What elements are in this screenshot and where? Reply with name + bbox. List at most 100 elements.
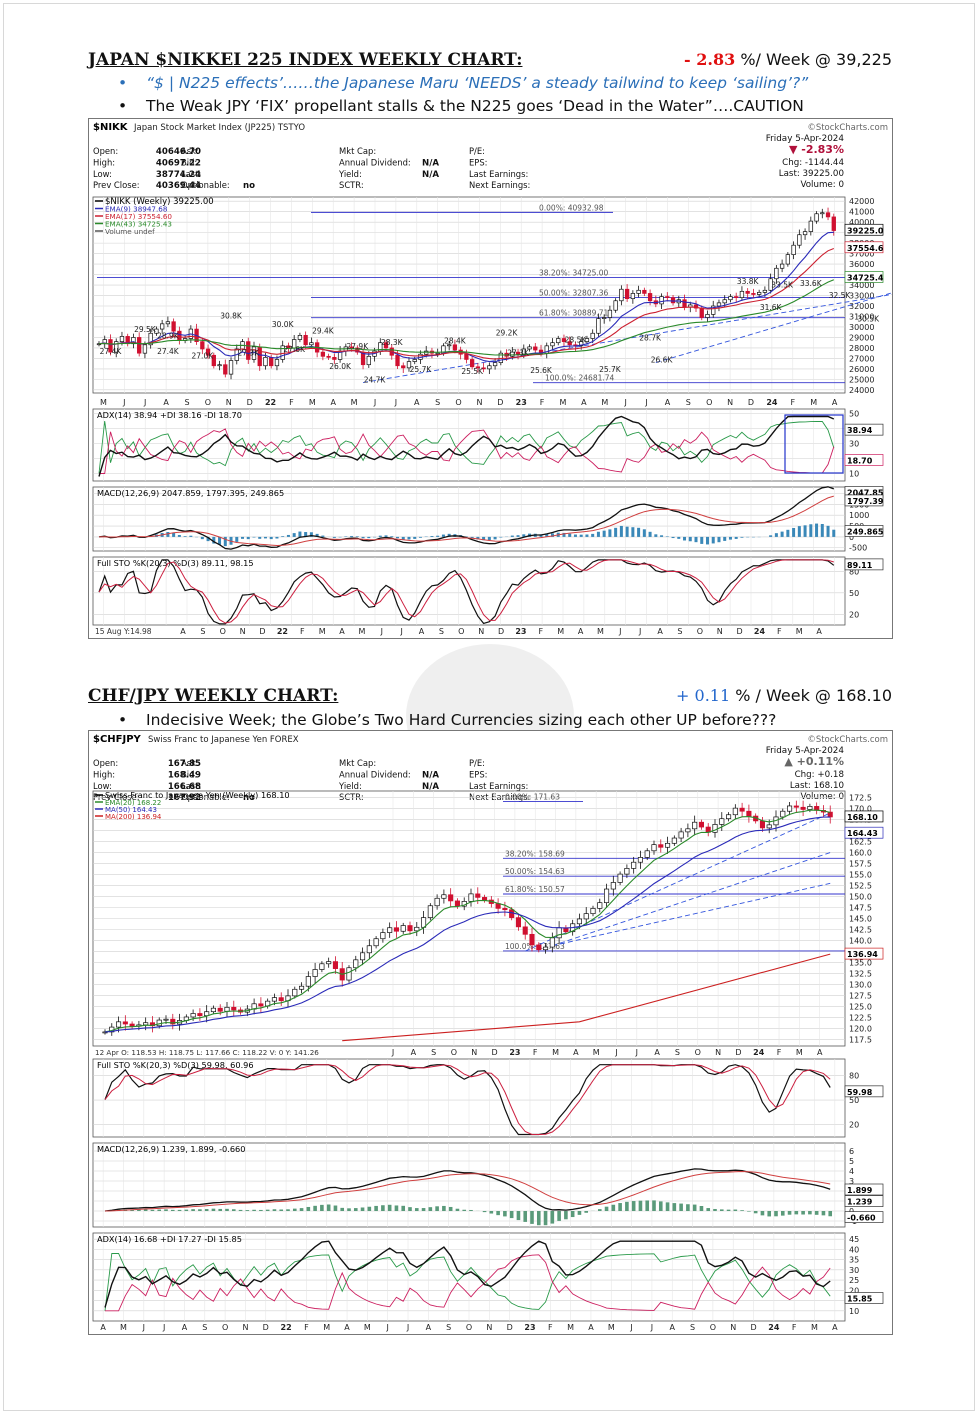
bottom-x-label: A <box>180 627 186 636</box>
price-annotation: 31.6K <box>760 303 783 312</box>
price-tag: 168.10 <box>847 813 878 822</box>
adx-legend: ADX(14) 16.68 +DI 17.27 -DI 15.85 <box>97 1234 242 1244</box>
bottom-x-label: 22 <box>281 1323 292 1332</box>
sto-frame <box>92 556 846 626</box>
sto-tick-label: 80 <box>849 567 859 576</box>
macd-histogram-bar <box>545 533 549 537</box>
candle-body <box>716 302 722 307</box>
price-tick-label: 157.5 <box>849 860 872 869</box>
candle-body <box>223 364 228 375</box>
bottom-x-label: M <box>120 1323 127 1332</box>
candle-body <box>475 366 481 369</box>
macd-histogram-bar <box>591 533 595 537</box>
macd-tick-label: 5 <box>849 1157 854 1166</box>
price-tick-label: 37000 <box>849 250 874 259</box>
candle-body <box>515 351 521 355</box>
candle-body <box>163 1018 169 1021</box>
adx-legend: ADX(14) 38.94 +DI 38.16 -DI 18.70 <box>97 410 242 420</box>
candle-body <box>395 354 400 367</box>
price-x-label: J <box>623 398 626 407</box>
macd-histogram-bar <box>723 536 727 541</box>
candle-body <box>619 288 624 302</box>
price-tag: 34725.4 <box>847 273 884 282</box>
fib-label: 61.80%: 30889.71 <box>539 309 609 318</box>
candle-body <box>728 296 733 301</box>
macd-histogram-bar <box>177 1209 182 1211</box>
price-annotation: 29.4K <box>312 326 335 335</box>
candle-body <box>698 821 704 828</box>
macd-histogram-bar <box>374 1205 378 1211</box>
macd-histogram-bar <box>614 527 618 537</box>
macd-histogram-bar <box>469 1209 473 1211</box>
candle-body <box>393 927 399 932</box>
sto-tick-label: 50 <box>849 589 859 598</box>
chfjpy-change-suffix: % / Week @ 168.10 <box>735 686 892 705</box>
candle-body <box>711 305 716 315</box>
candle-body <box>527 346 532 350</box>
stat-label: Ask: <box>181 758 199 768</box>
price-x-label: D <box>748 398 754 407</box>
stat-label: Last Earnings: <box>469 781 528 791</box>
candle-body <box>762 289 768 293</box>
price-x-label: N <box>727 398 733 407</box>
macd-histogram-bar <box>503 1211 507 1217</box>
macd-histogram-bar <box>306 1206 311 1211</box>
candle-body <box>205 348 211 356</box>
highlight-box <box>784 414 844 474</box>
macd-histogram-bar <box>780 531 784 537</box>
macd-histogram-bar <box>184 1209 189 1211</box>
bottom-x-label: J <box>629 1323 632 1332</box>
adx-tag-box <box>844 1292 884 1304</box>
bottom-x-label: A <box>816 627 822 636</box>
macd-histogram-bar <box>516 535 520 537</box>
change-value: Chg: -1144.44 <box>782 158 844 168</box>
macd-histogram-bar <box>522 534 526 537</box>
adx-tick-label: 25 <box>849 1276 859 1285</box>
candle-body <box>412 359 417 362</box>
macd-histogram-bar <box>367 536 371 539</box>
price-tick-label: 160.0 <box>849 849 872 858</box>
bottom-x-label: J <box>380 627 383 636</box>
fib-label: 0.00%: 171.63 <box>505 792 560 801</box>
macd-histogram-bar <box>428 1207 433 1211</box>
candle-body <box>831 216 836 231</box>
candle-body <box>280 345 285 360</box>
price-annotation: 33.5K <box>771 280 794 289</box>
price-tick-label: 125.0 <box>849 1002 872 1011</box>
macd-histogram-bar <box>665 1202 670 1211</box>
stat-label: Open: <box>93 146 118 156</box>
price-x-label: J <box>122 398 125 407</box>
price-annotation: 27.4K <box>157 347 180 356</box>
price-x-label: A <box>581 398 587 407</box>
candle-body <box>802 231 808 236</box>
macd-histogram-bar <box>717 536 721 543</box>
macd-histogram-bar <box>332 536 336 538</box>
price-x-label: O <box>451 1048 457 1057</box>
source-credit: ©StockCharts.com <box>807 123 888 133</box>
candle-body <box>693 304 699 309</box>
price-tag-box <box>844 223 884 236</box>
macd-histogram-bar <box>625 526 629 537</box>
nikkei-header: JAPAN $NIKKEI 225 INDEX WEEKLY CHART: - … <box>88 50 892 70</box>
price-x-label: S <box>184 398 189 407</box>
macd-histogram-bar <box>350 535 354 537</box>
macd-histogram-bar <box>320 1204 324 1211</box>
candle-body <box>814 213 819 222</box>
price-tick-label: 40000 <box>849 218 874 227</box>
chfjpy-change-value: + 0.11 <box>676 686 731 705</box>
bottom-x-label: 22 <box>277 627 288 636</box>
ema-line <box>98 247 835 360</box>
macd-histogram-bar <box>648 531 652 537</box>
price-tick-label: 30000 <box>849 323 874 332</box>
macd-tag-box <box>844 494 884 507</box>
bottom-x-label: O <box>710 1323 716 1332</box>
stat-value: N/A <box>422 782 439 792</box>
stat-label: High: <box>93 157 115 167</box>
price-tick-label: 172.5 <box>849 794 872 803</box>
macd-histogram-bar <box>218 1208 223 1211</box>
price-x-label: F <box>540 398 545 407</box>
macd-tick-label: 1000 <box>849 511 869 520</box>
candle-body <box>739 290 745 298</box>
price-x-label: M <box>100 398 107 407</box>
macd-histogram-bar <box>728 536 732 540</box>
